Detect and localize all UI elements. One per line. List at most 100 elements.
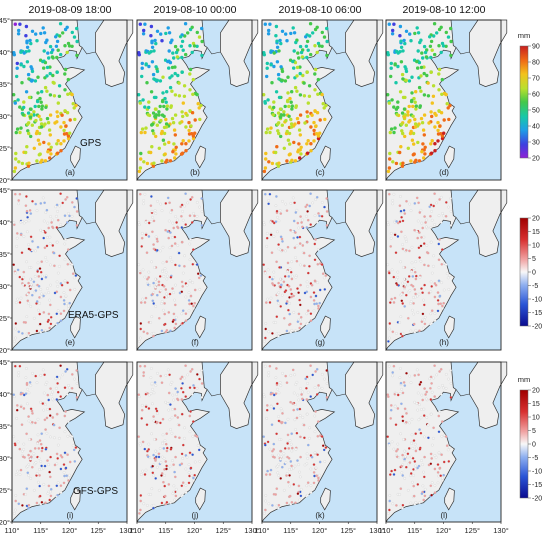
station-point <box>140 127 145 131</box>
station-point <box>297 484 301 488</box>
station-point <box>278 115 283 119</box>
station-point <box>167 466 170 470</box>
colorbar-tick-label: 0 <box>532 270 536 277</box>
station-point <box>320 263 324 266</box>
station-point <box>44 211 48 214</box>
station-point <box>272 51 276 55</box>
station-point <box>400 387 403 391</box>
station-point <box>295 116 300 121</box>
station-point <box>298 326 302 330</box>
colorbar-tick-label: -15 <box>532 310 542 317</box>
station-point <box>408 421 411 425</box>
station-point <box>61 373 65 377</box>
station-point <box>152 474 156 477</box>
station-point <box>179 377 183 381</box>
station-point <box>166 59 170 64</box>
station-point <box>399 195 402 198</box>
station-point <box>408 118 412 123</box>
station-point <box>162 480 165 484</box>
station-point <box>151 387 154 391</box>
station-point <box>200 197 204 200</box>
station-point <box>200 369 204 372</box>
station-point <box>44 428 47 431</box>
station-point <box>392 364 396 368</box>
station-point <box>137 263 141 267</box>
station-point <box>24 220 28 224</box>
station-point <box>296 459 299 462</box>
station-point <box>262 169 267 174</box>
station-point <box>147 105 151 110</box>
station-point <box>309 484 313 488</box>
station-point <box>449 26 453 31</box>
station-point <box>265 66 269 70</box>
station-point <box>36 417 40 421</box>
station-point <box>65 221 69 224</box>
station-point <box>305 151 310 155</box>
station-point <box>38 302 41 305</box>
lon-tick-label: 125° <box>340 526 356 535</box>
station-point <box>285 39 289 43</box>
station-point <box>392 192 396 196</box>
station-point <box>14 151 18 156</box>
station-point <box>188 242 192 246</box>
station-point <box>434 455 438 459</box>
station-point <box>49 152 53 156</box>
station-point <box>27 334 30 338</box>
station-point <box>65 393 69 396</box>
station-point <box>195 435 199 438</box>
station-point <box>20 423 24 427</box>
station-point <box>287 114 291 119</box>
station-point <box>22 51 26 55</box>
station-point <box>286 270 289 273</box>
station-point <box>66 453 69 457</box>
station-point <box>290 432 294 436</box>
station-point <box>403 455 407 459</box>
liaodong-coast <box>81 389 96 397</box>
station-point <box>181 390 185 394</box>
station-point <box>265 232 269 235</box>
station-point <box>262 393 266 397</box>
station-point <box>301 390 305 394</box>
station-point <box>156 412 159 415</box>
station-point <box>400 464 404 468</box>
station-point <box>276 72 281 77</box>
station-point <box>313 414 317 418</box>
lon-tick-label: 120° <box>187 526 203 535</box>
station-point <box>299 455 302 459</box>
station-point <box>277 474 281 477</box>
station-point <box>169 275 173 279</box>
station-point <box>29 212 33 215</box>
station-point <box>271 113 275 117</box>
station-point <box>280 409 284 413</box>
station-point <box>29 277 32 281</box>
station-point <box>189 238 192 241</box>
station-point <box>316 136 321 141</box>
station-point <box>162 456 166 460</box>
station-point <box>275 432 278 436</box>
station-point <box>70 215 74 218</box>
station-point <box>22 221 26 225</box>
station-point <box>15 404 19 407</box>
station-point <box>168 418 172 422</box>
station-point <box>155 283 158 287</box>
station-point <box>40 107 44 111</box>
station-point <box>398 321 402 324</box>
station-point <box>58 254 61 258</box>
station-point <box>277 419 281 423</box>
station-point <box>15 61 19 66</box>
station-point <box>395 220 398 223</box>
station-point <box>419 244 423 248</box>
station-point <box>315 25 319 29</box>
station-point <box>388 473 392 476</box>
station-point <box>163 267 167 270</box>
station-point <box>139 499 143 503</box>
station-point <box>289 288 293 291</box>
station-point <box>171 393 175 397</box>
station-point <box>408 32 412 36</box>
station-point <box>305 70 309 74</box>
map-frame <box>11 19 128 181</box>
station-point <box>153 438 156 441</box>
station-point <box>165 104 169 108</box>
station-point <box>36 245 40 249</box>
station-point <box>313 242 317 246</box>
